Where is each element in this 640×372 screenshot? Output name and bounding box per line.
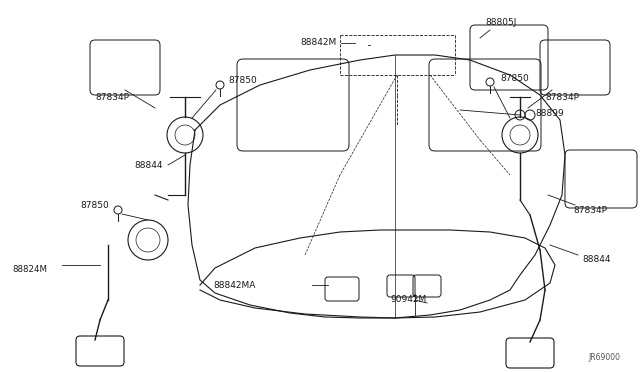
Text: 87834P: 87834P xyxy=(573,205,607,215)
Text: JR69000: JR69000 xyxy=(588,353,620,362)
Text: 88842MA: 88842MA xyxy=(213,280,255,289)
Text: 87850: 87850 xyxy=(228,76,257,84)
Text: 90942M: 90942M xyxy=(390,295,426,305)
Text: 87850: 87850 xyxy=(500,74,529,83)
Text: 88824M: 88824M xyxy=(12,266,47,275)
Text: 87834P: 87834P xyxy=(545,93,579,102)
Text: 87834P: 87834P xyxy=(95,93,129,102)
Text: 88844: 88844 xyxy=(582,256,611,264)
Text: 87850: 87850 xyxy=(80,201,109,209)
Text: 88842M: 88842M xyxy=(300,38,336,46)
Text: 88899: 88899 xyxy=(535,109,564,118)
Text: 88805J: 88805J xyxy=(485,17,516,26)
Text: 88844: 88844 xyxy=(134,160,163,170)
